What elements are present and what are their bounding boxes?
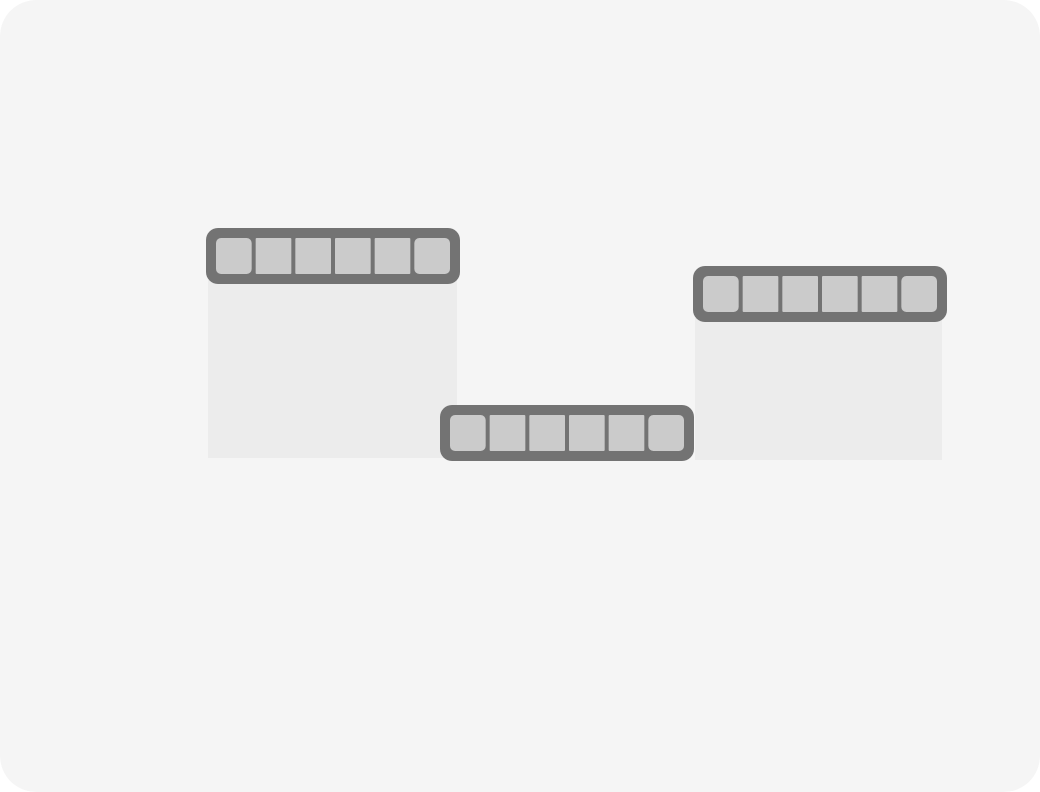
tray-left-cell-6 xyxy=(414,238,450,274)
tray-middle xyxy=(440,405,694,461)
tray-right-cell-5 xyxy=(861,276,898,312)
tray-left-panel xyxy=(208,280,457,458)
tray-right-cell-3 xyxy=(782,276,818,312)
tray-middle-cell-3 xyxy=(529,415,565,451)
tray-middle-cell-1 xyxy=(450,415,486,451)
tray-middle-cell-4 xyxy=(569,415,605,451)
tray-right xyxy=(693,266,947,460)
tray-left-cell-2 xyxy=(255,238,292,274)
tray-right-cell-4 xyxy=(822,276,858,312)
tray-right-cell-1 xyxy=(703,276,739,312)
tray-right-panel xyxy=(695,318,942,460)
tray-left-cell-4 xyxy=(335,238,371,274)
tray-middle-cell-6 xyxy=(648,415,684,451)
tray-left-cell-5 xyxy=(374,238,411,274)
trays-layer xyxy=(206,228,947,461)
tray-right-cell-2 xyxy=(742,276,779,312)
tray-right-cell-6 xyxy=(901,276,937,312)
tray-left-cell-1 xyxy=(216,238,252,274)
tray-left-cell-3 xyxy=(295,238,331,274)
tray-middle-cell-2 xyxy=(489,415,526,451)
tray-middle-cell-5 xyxy=(608,415,645,451)
tray-left xyxy=(206,228,460,458)
